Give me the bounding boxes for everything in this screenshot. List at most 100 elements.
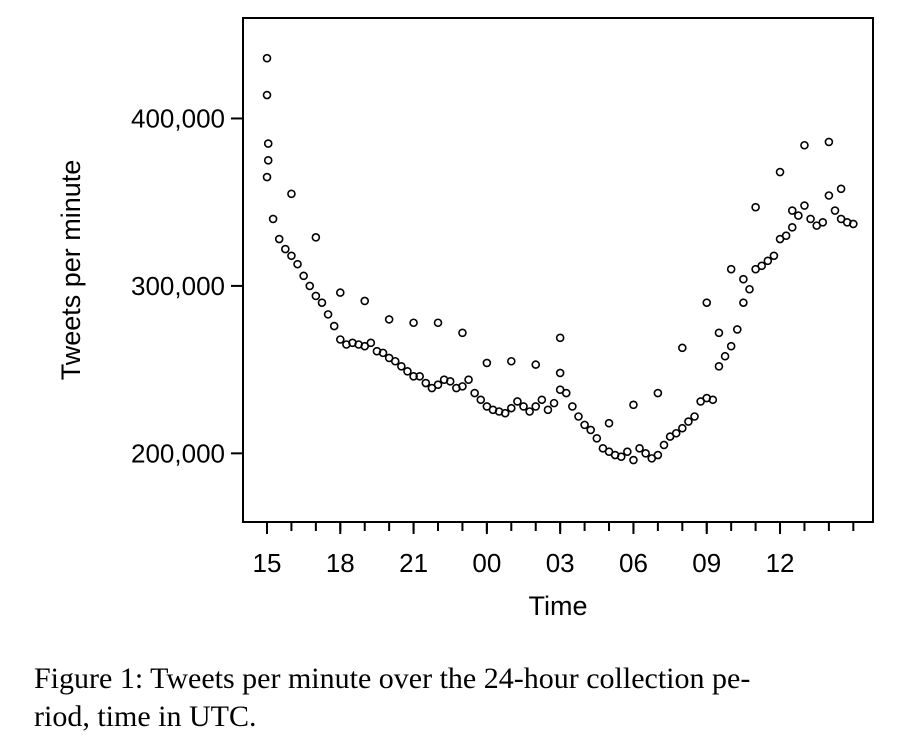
outlier-point <box>263 139 273 148</box>
outlier-point <box>604 418 614 428</box>
outlier-point <box>360 296 370 306</box>
data-point <box>580 420 589 430</box>
data-point <box>433 380 443 389</box>
data-point <box>268 214 278 224</box>
data-point <box>732 325 742 334</box>
data-point <box>500 408 510 418</box>
data-point <box>366 338 376 348</box>
y-tick-label: 300,000 <box>131 271 225 301</box>
data-point <box>537 395 547 405</box>
data-point <box>513 397 522 406</box>
data-point <box>720 351 730 361</box>
data-point <box>311 291 321 301</box>
outlier-point <box>751 202 760 212</box>
data-point <box>787 223 797 232</box>
data-point <box>726 341 736 351</box>
data-point <box>635 444 644 453</box>
data-point <box>568 402 577 411</box>
x-tick-label: 12 <box>766 548 795 578</box>
data-point <box>769 251 779 261</box>
x-tick-label: 06 <box>619 548 648 578</box>
outlier-point <box>335 288 345 297</box>
data-point <box>623 447 632 456</box>
outlier-point <box>409 318 418 328</box>
data-point <box>458 382 467 391</box>
outlier-point <box>678 343 687 353</box>
data-point <box>305 281 315 291</box>
outlier-point <box>458 328 467 338</box>
data-point <box>745 284 754 294</box>
data-point <box>293 259 302 269</box>
x-tick-label: 00 <box>472 548 501 578</box>
data-point <box>574 412 583 421</box>
data-points <box>262 53 858 465</box>
data-point <box>659 440 669 450</box>
y-axis: 200,000 300,000 400,000 <box>131 103 244 468</box>
x-tick-label: 18 <box>326 548 355 578</box>
y-tick-label: 200,000 <box>131 438 225 468</box>
data-point <box>586 425 595 435</box>
data-point <box>757 261 767 271</box>
data-point <box>476 395 486 405</box>
data-point <box>678 423 687 433</box>
data-point <box>323 310 333 319</box>
data-point <box>506 403 516 413</box>
data-point <box>390 356 400 366</box>
outlier-point <box>506 356 516 366</box>
x-tick-label: 03 <box>546 548 575 578</box>
outlier-point <box>384 315 394 324</box>
outlier-point <box>555 368 565 378</box>
outlier-point <box>629 400 638 410</box>
data-point <box>806 214 815 224</box>
plot-frame <box>242 17 874 523</box>
data-point <box>378 348 388 358</box>
outlier-point <box>800 140 809 150</box>
data-point <box>671 428 681 438</box>
outlier-point <box>775 167 785 177</box>
outlier-point <box>263 156 273 165</box>
data-point <box>818 217 828 227</box>
y-tick-label: 400,000 <box>131 103 225 133</box>
data-point <box>287 251 296 261</box>
data-point <box>397 361 406 371</box>
outlier-point <box>702 298 712 307</box>
data-point <box>616 452 626 461</box>
data-point <box>714 361 724 371</box>
outlier-point <box>287 189 296 199</box>
data-point <box>274 234 284 244</box>
figure-caption-line-2: riod, time in UTC. <box>34 700 257 733</box>
outlier-point <box>311 233 321 242</box>
x-axis: 15 18 21 00 03 06 09 12 <box>253 522 855 578</box>
data-point <box>317 298 327 307</box>
data-point <box>409 372 418 381</box>
data-point <box>415 372 424 381</box>
data-point <box>543 405 553 415</box>
data-point <box>335 335 345 344</box>
x-tick-label: 15 <box>253 548 282 578</box>
x-axis-title: Time <box>529 591 588 621</box>
data-point <box>262 172 272 182</box>
outlier-point <box>726 264 736 274</box>
data-point <box>445 377 455 386</box>
data-point <box>525 407 534 416</box>
data-point <box>561 388 571 398</box>
data-point <box>531 402 541 411</box>
data-point <box>641 449 650 458</box>
outlier-point <box>739 274 748 284</box>
y-axis-title: Tweets per minute <box>56 160 86 381</box>
data-point <box>403 367 412 376</box>
outlier-point <box>824 137 834 147</box>
outlier-point <box>836 184 846 194</box>
outlier-point <box>714 328 724 338</box>
data-point <box>519 402 528 411</box>
data-point <box>653 450 663 460</box>
outlier-point <box>555 333 565 343</box>
data-point <box>830 206 840 215</box>
outlier-point <box>262 90 272 100</box>
outlier-point <box>653 388 663 398</box>
data-point <box>800 201 809 210</box>
data-point <box>470 388 479 398</box>
data-point <box>849 219 858 229</box>
outlier-point <box>531 360 541 369</box>
tweets-per-minute-chart: 200,000 300,000 400,000 15 18 21 00 03 06 09 12 T… <box>56 17 874 621</box>
